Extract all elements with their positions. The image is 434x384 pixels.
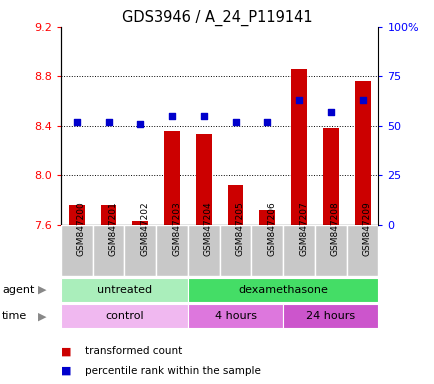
Text: transformed count: transformed count [85, 346, 182, 356]
Bar [259, 210, 275, 225]
Bar [283, 225, 314, 276]
Text: GSM847204: GSM847204 [203, 202, 212, 256]
Bar [164, 131, 180, 225]
Text: percentile rank within the sample: percentile rank within the sample [85, 366, 260, 376]
Text: ▶: ▶ [38, 311, 47, 321]
Bar [314, 225, 346, 276]
Text: control: control [105, 311, 143, 321]
Text: GSM847200: GSM847200 [77, 202, 85, 256]
Point [73, 119, 80, 125]
Bar [61, 304, 187, 328]
Bar [61, 225, 92, 276]
Bar [346, 225, 378, 276]
Bar [187, 304, 283, 328]
Bar [61, 278, 187, 302]
Text: untreated: untreated [97, 285, 151, 295]
Bar [187, 225, 219, 276]
Bar [100, 205, 116, 225]
Bar [283, 304, 378, 328]
Text: GSM847207: GSM847207 [299, 202, 307, 256]
Text: GSM847202: GSM847202 [140, 202, 149, 256]
Bar [251, 225, 283, 276]
Text: ▶: ▶ [38, 285, 47, 295]
Text: GSM847206: GSM847206 [267, 202, 276, 256]
Text: GSM847208: GSM847208 [330, 202, 339, 256]
Bar [124, 225, 156, 276]
Text: GSM847205: GSM847205 [235, 202, 244, 256]
Point [263, 119, 270, 125]
Point [232, 119, 239, 125]
Text: 4 hours: 4 hours [214, 311, 256, 321]
Text: 24 hours: 24 hours [306, 311, 355, 321]
Point [105, 119, 112, 125]
Bar [322, 128, 338, 225]
Text: GSM847203: GSM847203 [172, 202, 181, 256]
Text: GDS3946 / A_24_P119141: GDS3946 / A_24_P119141 [122, 10, 312, 26]
Bar [219, 225, 251, 276]
Text: ■: ■ [61, 366, 71, 376]
Point [168, 113, 175, 119]
Text: agent: agent [2, 285, 34, 295]
Bar [156, 225, 187, 276]
Bar [69, 205, 85, 225]
Point [358, 97, 365, 103]
Bar [290, 69, 306, 225]
Point [295, 97, 302, 103]
Text: dexamethasone: dexamethasone [238, 285, 327, 295]
Text: GSM847209: GSM847209 [362, 202, 371, 256]
Point [137, 121, 144, 127]
Bar [227, 185, 243, 225]
Text: time: time [2, 311, 27, 321]
Bar [92, 225, 124, 276]
Bar [354, 81, 370, 225]
Text: GSM847201: GSM847201 [108, 202, 117, 256]
Point [200, 113, 207, 119]
Bar [195, 134, 211, 225]
Text: ■: ■ [61, 346, 71, 356]
Bar [187, 278, 378, 302]
Point [327, 109, 334, 115]
Bar [132, 221, 148, 225]
